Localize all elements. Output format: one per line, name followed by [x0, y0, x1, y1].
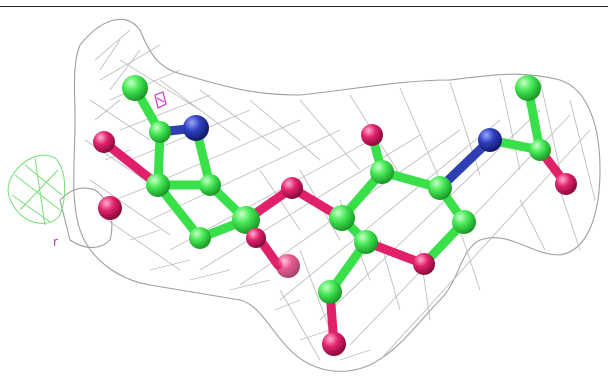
atom-oxygen [276, 254, 300, 278]
atom-nitrogen [183, 115, 209, 141]
atom-carbon [329, 205, 355, 231]
atom-oxygen [246, 228, 266, 248]
atom-oxygen [555, 173, 577, 195]
atom-carbon [232, 206, 260, 234]
atoms [93, 75, 577, 356]
atom-carbon [370, 160, 394, 184]
small-density-blob [154, 91, 167, 109]
atom-carbon [515, 75, 541, 101]
atom-carbon [318, 280, 342, 304]
atom-oxygen [322, 332, 346, 356]
atom-carbon [529, 139, 551, 161]
atom-oxygen [98, 196, 122, 220]
atom-oxygen [361, 124, 383, 146]
atom-oxygen [281, 177, 303, 199]
atom-carbon [452, 210, 476, 234]
atom-carbon [189, 227, 211, 249]
small-label: r [53, 235, 58, 249]
atom-oxygen [413, 253, 435, 275]
atom-nitrogen [478, 128, 502, 152]
atom-carbon [354, 230, 378, 254]
atom-carbon [199, 174, 221, 196]
atom-carbon [122, 75, 148, 101]
difference-density-mesh [7, 154, 66, 226]
top-border-line [0, 6, 608, 7]
atom-carbon [428, 176, 452, 200]
atom-carbon [149, 121, 171, 143]
atom-carbon [146, 173, 170, 197]
atom-oxygen [93, 131, 115, 153]
